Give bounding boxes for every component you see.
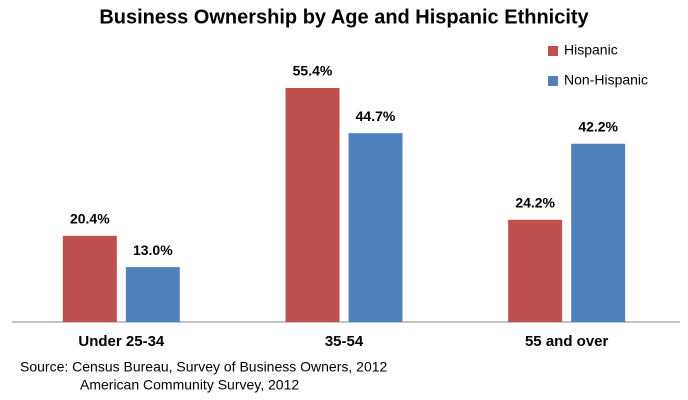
data-label: 55.4% <box>293 63 333 79</box>
source-note: American Community Survey, 2012 <box>80 377 299 393</box>
bar <box>571 143 626 322</box>
legend-label: Non-Hispanic <box>564 72 648 88</box>
x-tick-label: Under 25-34 <box>78 333 165 350</box>
data-label: 20.4% <box>70 211 110 227</box>
bar <box>508 219 563 322</box>
bar <box>125 267 180 322</box>
data-label: 13.0% <box>133 242 173 258</box>
chart-title: Business Ownership by Age and Hispanic E… <box>99 6 589 28</box>
bar <box>348 133 403 322</box>
legend-swatch <box>548 46 558 56</box>
source-note: Source: Census Bureau, Survey of Busines… <box>20 359 388 375</box>
bar <box>62 235 117 322</box>
bar <box>285 88 340 322</box>
data-label: 42.2% <box>578 118 618 134</box>
data-label: 44.7% <box>356 108 396 124</box>
legend-label: Hispanic <box>564 42 618 58</box>
x-tick-label: 55 and over <box>525 333 609 350</box>
data-label: 24.2% <box>515 194 555 210</box>
legend-swatch <box>548 76 558 86</box>
x-tick-label: 35-54 <box>325 333 364 350</box>
